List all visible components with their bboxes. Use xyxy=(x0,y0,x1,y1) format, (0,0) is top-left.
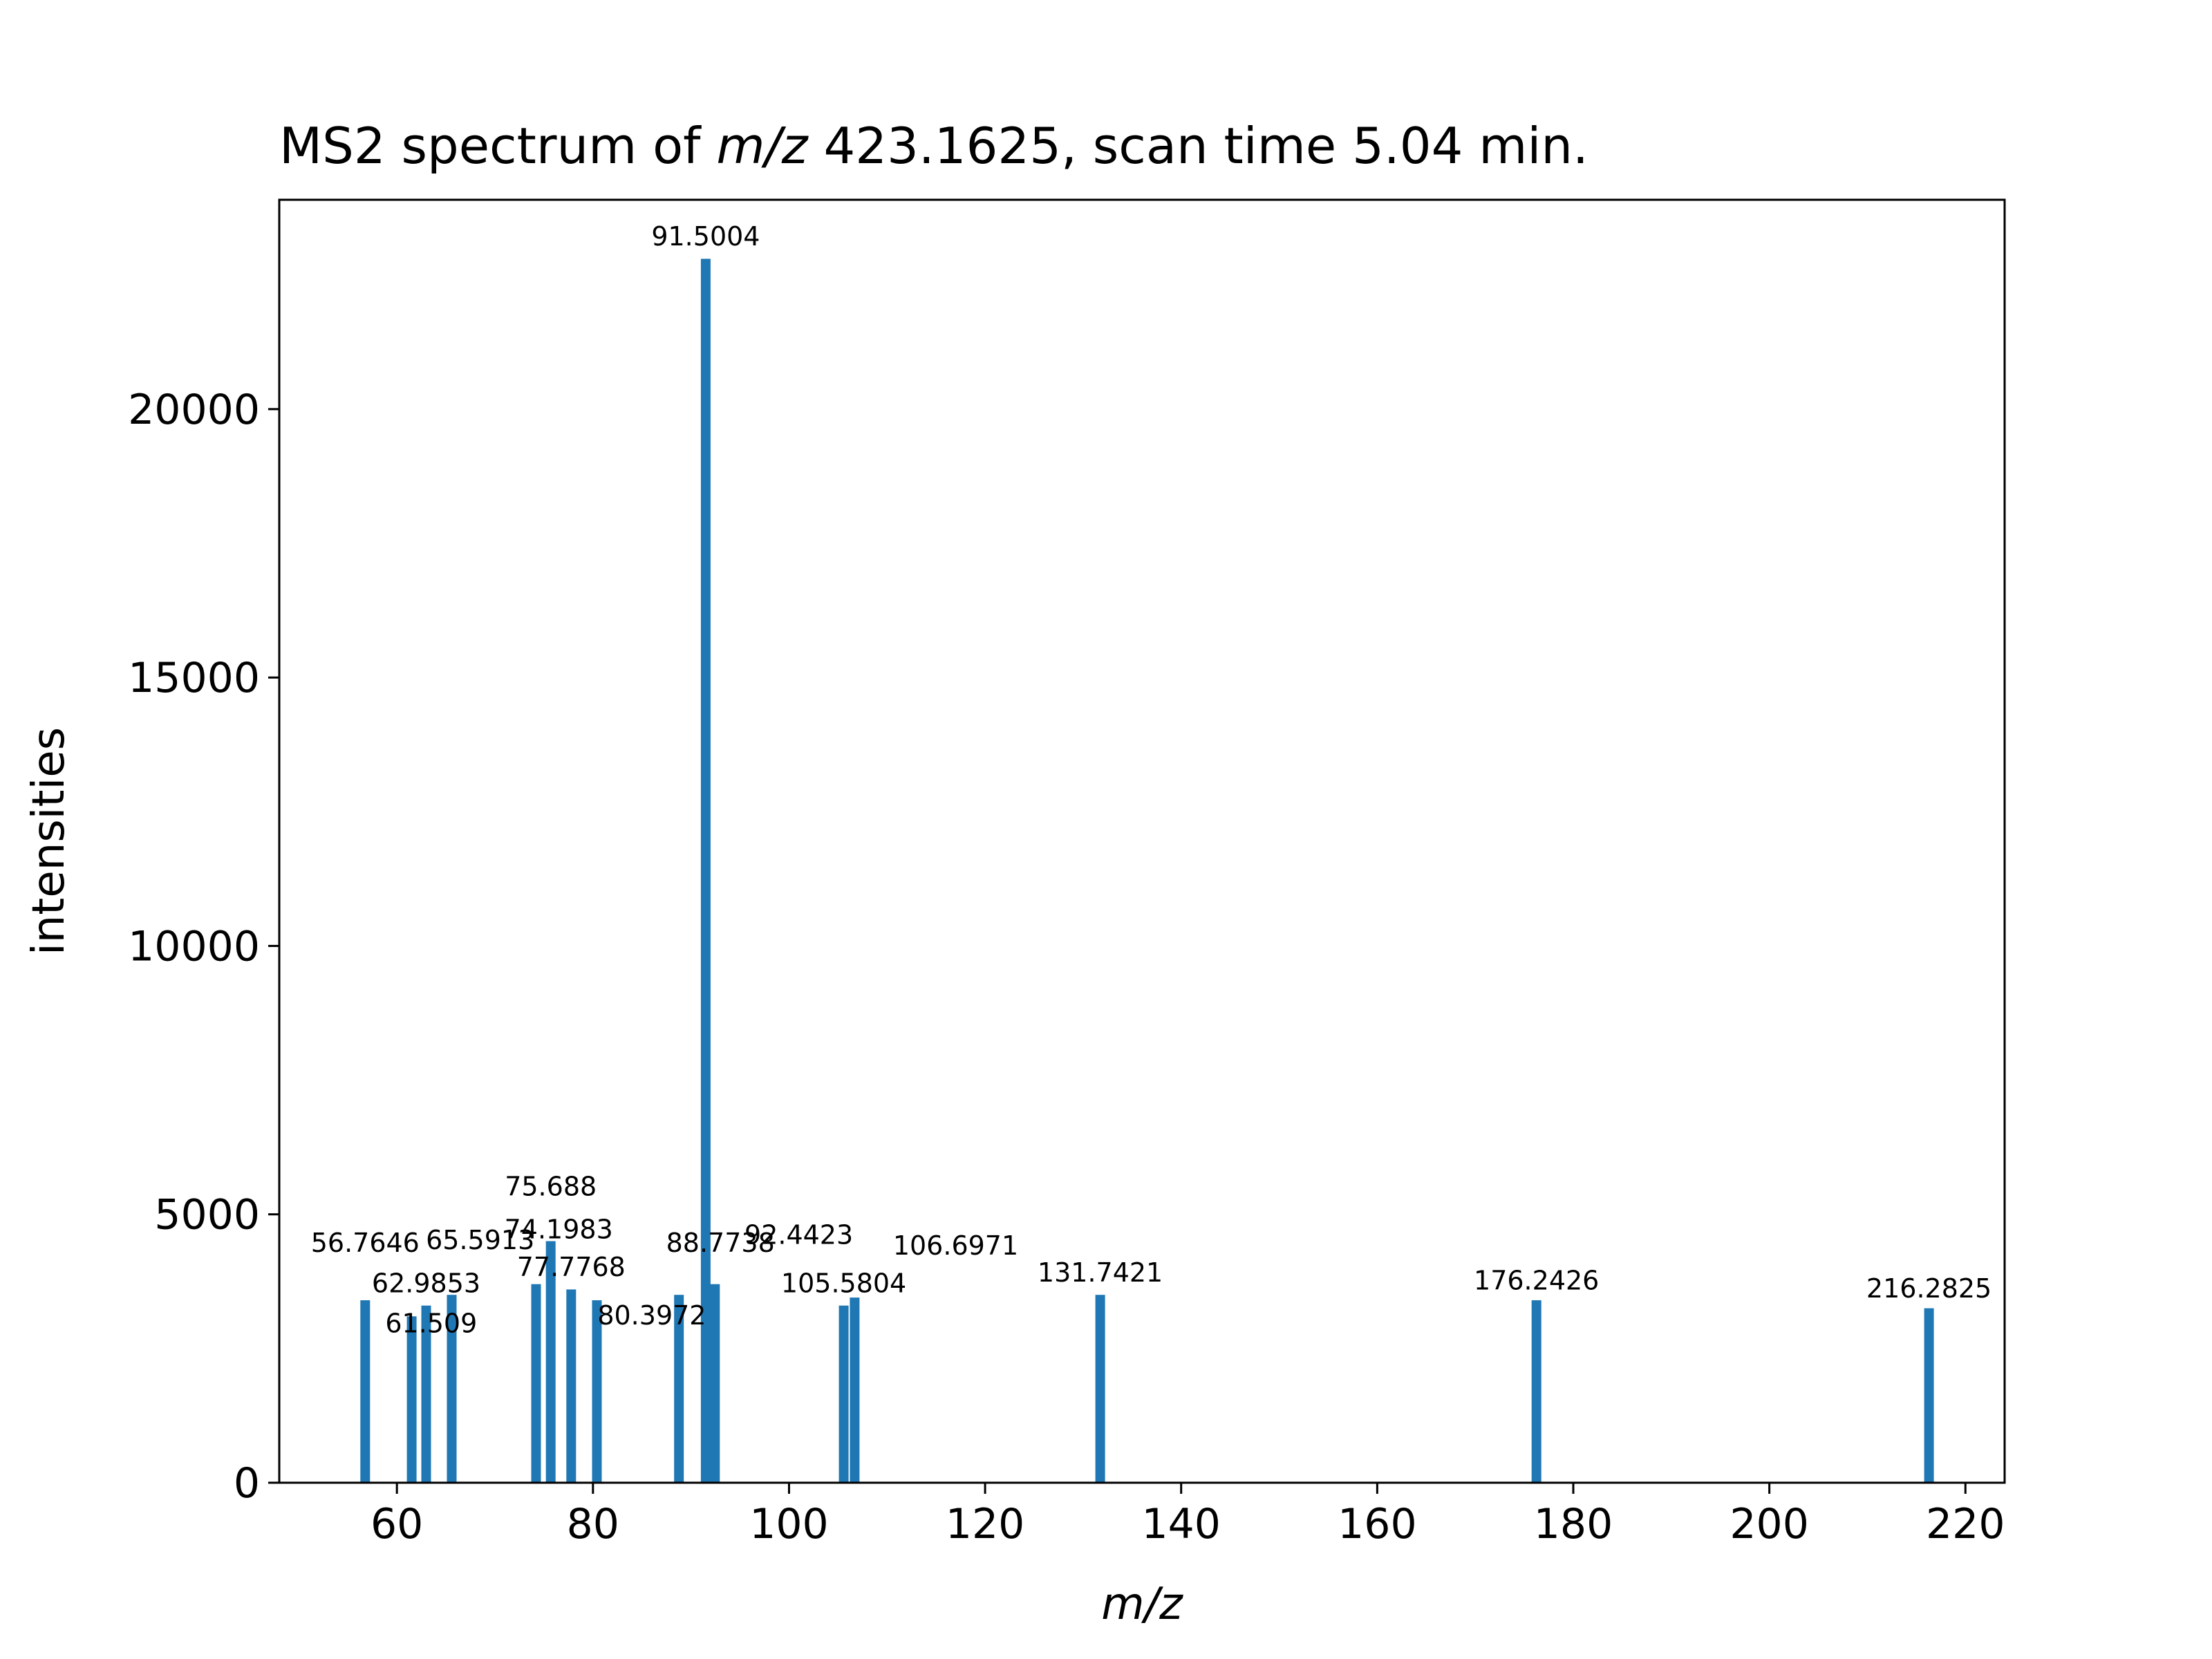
peak-bar-4 xyxy=(531,1284,541,1483)
peak-bar-8 xyxy=(674,1295,684,1483)
peak-label-7: 80.3972 xyxy=(597,1300,706,1331)
peak-bar-11 xyxy=(838,1305,849,1483)
y-tick-label-3: 15000 xyxy=(128,654,260,702)
peak-bar-7 xyxy=(592,1300,602,1483)
peak-label-12: 106.6971 xyxy=(893,1230,1018,1261)
peak-label-5: 75.688 xyxy=(505,1172,597,1202)
x-tick-label-3: 120 xyxy=(946,1500,1025,1548)
peak-label-4: 74.1983 xyxy=(505,1215,613,1245)
peak-bar-5 xyxy=(545,1241,556,1483)
x-tick-label-6: 180 xyxy=(1534,1500,1613,1548)
peak-label-10: 92.4423 xyxy=(744,1219,853,1250)
y-axis-ticks: 0 5000 10000 15000 20000 xyxy=(128,386,279,1508)
peak-bar-15 xyxy=(1924,1308,1934,1483)
peak-label-11: 105.5804 xyxy=(781,1268,906,1298)
x-tick-label-2: 100 xyxy=(749,1500,829,1548)
x-axis-label: m/z xyxy=(1101,1579,1183,1630)
chart-title-italic: m/z xyxy=(716,117,809,175)
peak-bar-2 xyxy=(421,1305,431,1483)
peak-label-0: 56.7646 xyxy=(311,1228,420,1258)
peak-bar-9 xyxy=(700,259,711,1483)
bars-group xyxy=(360,259,1934,1483)
peak-label-6: 77.7768 xyxy=(517,1252,626,1282)
x-tick-label-0: 60 xyxy=(371,1500,423,1548)
y-tick-label-1: 5000 xyxy=(154,1191,260,1239)
y-tick-label-2: 10000 xyxy=(128,922,260,971)
x-tick-label-8: 220 xyxy=(1926,1500,2005,1548)
y-tick-label-4: 20000 xyxy=(128,386,260,434)
peak-bar-1 xyxy=(406,1316,417,1483)
x-tick-label-5: 160 xyxy=(1338,1500,1417,1548)
peak-label-14: 176.2426 xyxy=(1474,1265,1599,1295)
peak-label-13: 131.7421 xyxy=(1038,1257,1163,1288)
peak-bar-14 xyxy=(1531,1300,1541,1483)
peak-bar-12 xyxy=(850,1297,860,1483)
peak-bar-6 xyxy=(566,1289,577,1483)
peak-label-3: 65.5913 xyxy=(426,1225,534,1255)
y-tick-label-0: 0 xyxy=(234,1459,260,1508)
peak-bar-13 xyxy=(1095,1295,1105,1483)
peak-label-1: 61.509 xyxy=(385,1309,477,1339)
x-tick-label-4: 140 xyxy=(1141,1500,1221,1548)
peak-bar-3 xyxy=(447,1295,457,1483)
plot-frame xyxy=(278,198,2006,1484)
y-axis-label: intensities xyxy=(24,727,75,955)
peak-label-2: 62.9853 xyxy=(372,1268,480,1298)
chart-title: MS2 spectrum of m/z 423.1625, scan time … xyxy=(279,117,1588,175)
x-tick-label-7: 200 xyxy=(1730,1500,1809,1548)
peak-bar-10 xyxy=(710,1284,720,1483)
x-axis-ticks: 60 80 100 120 140 160 180 200 220 xyxy=(371,1483,2005,1548)
peak-label-15: 216.2825 xyxy=(1866,1273,1991,1304)
chart-title-prefix: MS2 spectrum of xyxy=(279,117,716,175)
peak-label-9: 91.5004 xyxy=(651,221,760,252)
chart-title-suffix: 423.1625, scan time 5.04 min. xyxy=(808,117,1588,175)
peak-label-8: 88.7738 xyxy=(666,1228,775,1258)
x-tick-label-1: 80 xyxy=(567,1500,619,1548)
peak-bar-0 xyxy=(360,1300,371,1483)
